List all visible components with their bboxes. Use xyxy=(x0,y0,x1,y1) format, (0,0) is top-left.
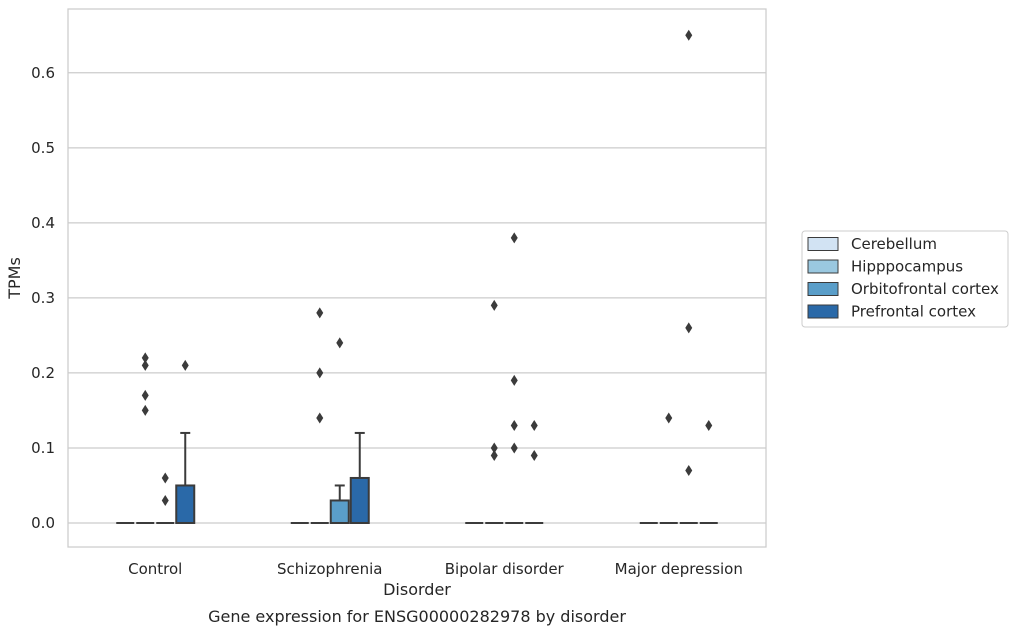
outlier-point xyxy=(161,472,169,484)
x-tick-label: Control xyxy=(128,560,182,578)
outlier-point xyxy=(665,412,673,424)
outlier-point xyxy=(685,464,693,476)
outlier-point xyxy=(316,307,324,319)
x-tick-label: Major depression xyxy=(615,560,743,578)
y-tick-label: 0.1 xyxy=(31,439,55,457)
outlier-point xyxy=(141,352,149,364)
y-tick-label: 0.3 xyxy=(31,289,55,307)
outlier-point xyxy=(490,442,498,454)
legend-swatch xyxy=(807,259,839,274)
outlier-point xyxy=(316,367,324,379)
y-tick-label: 0.6 xyxy=(31,64,55,82)
legend-swatch xyxy=(807,282,839,296)
box xyxy=(175,484,196,524)
outlier-point xyxy=(530,419,538,431)
legend: Cerebellum Hipppocampus Orbitofrontal cort… xyxy=(801,230,1009,328)
x-axis-title: Disorder xyxy=(383,580,451,599)
outlier-point xyxy=(685,322,693,334)
outlier-point xyxy=(181,359,189,371)
outlier-point xyxy=(490,449,498,461)
legend-label: Prefrontal cortex xyxy=(851,303,976,321)
x-tick-label: Schizophrenia xyxy=(277,560,382,578)
y-tick-label: 0.4 xyxy=(31,214,55,232)
x-tick-labels: Control Schizophrenia Bipolar disorder Majo… xyxy=(128,560,743,578)
box xyxy=(329,499,350,524)
gridlines xyxy=(68,72,766,524)
outlier-point xyxy=(510,374,518,386)
y-tick-label: 0.0 xyxy=(31,514,55,532)
legend-label: Orbitofrontal cortex xyxy=(851,280,999,298)
outlier-point xyxy=(336,337,344,349)
outlier-point xyxy=(510,232,518,244)
legend-frame xyxy=(801,230,1009,328)
outlier-point xyxy=(530,449,538,461)
y-tick-label: 0.2 xyxy=(31,364,55,382)
outlier-point xyxy=(490,299,498,311)
y-axis-title: TPMs xyxy=(5,257,24,300)
y-tick-label: 0.5 xyxy=(31,139,55,157)
boxes xyxy=(116,29,718,524)
outlier-point xyxy=(141,404,149,416)
outlier-point xyxy=(510,442,518,454)
outlier-point xyxy=(316,412,324,424)
legend-swatch xyxy=(807,237,839,251)
box xyxy=(349,476,370,524)
legend-label: Hipppocampus xyxy=(851,258,963,276)
plot-frame xyxy=(67,8,767,548)
outlier-point xyxy=(141,389,149,401)
x-tick-label: Bipolar disorder xyxy=(445,560,565,578)
outlier-point xyxy=(141,359,149,371)
legend-label: Cerebellum xyxy=(851,235,937,253)
outlier-point xyxy=(685,29,693,41)
outlier-point xyxy=(510,419,518,431)
chart-caption: Gene expression for ENSG00000282978 by d… xyxy=(208,607,626,626)
y-tick-labels: 0.0 0.1 0.2 0.3 0.4 0.5 0.6 xyxy=(31,64,55,532)
legend-swatch xyxy=(807,304,839,319)
outlier-point xyxy=(705,419,713,431)
outlier-point xyxy=(161,494,169,506)
